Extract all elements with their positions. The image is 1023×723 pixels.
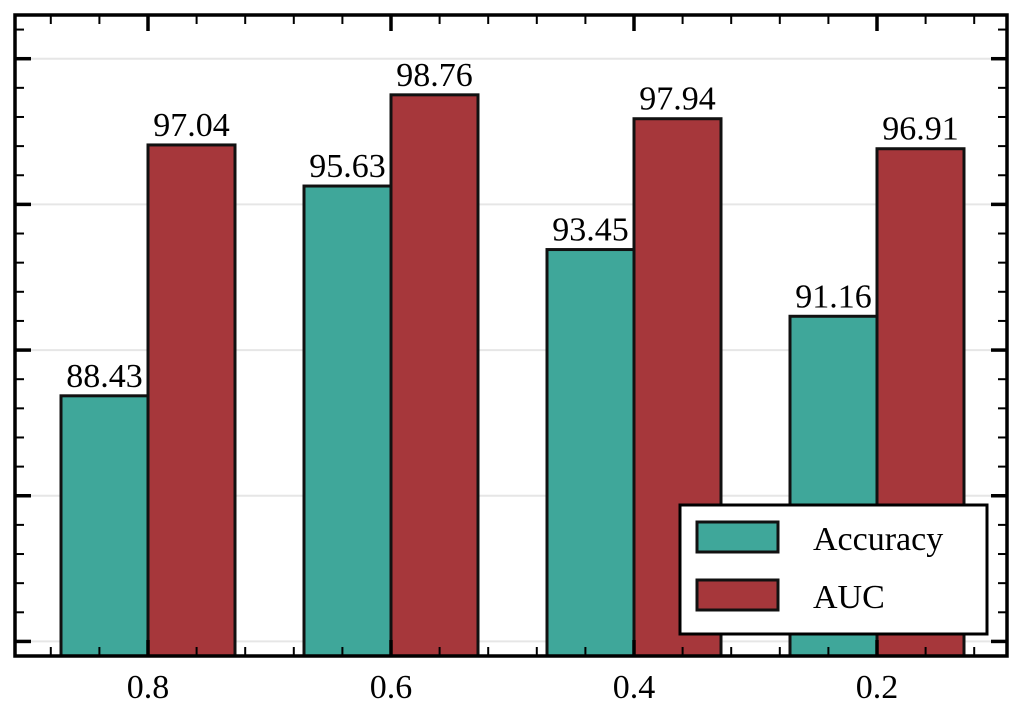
- x-tick-label: 0.2: [856, 669, 899, 706]
- data-label-auc-0.6: 98.76: [396, 57, 473, 94]
- data-label-auc-0.4: 97.94: [639, 81, 716, 118]
- data-label-accuracy-0.6: 95.63: [309, 148, 386, 185]
- data-label-auc-0.8: 97.04: [153, 107, 230, 144]
- x-tick-label: 0.8: [127, 669, 170, 706]
- data-label-accuracy-0.4: 93.45: [552, 212, 629, 249]
- bar-accuracy-0.8: [59, 394, 150, 658]
- legend: Accuracy AUC: [678, 503, 989, 636]
- legend-label-auc: AUC: [813, 579, 885, 616]
- data-label-auc-0.2: 96.91: [882, 111, 959, 148]
- bar-accuracy-0.4: [545, 248, 636, 658]
- bar-accuracy-0.6: [302, 184, 393, 658]
- axes-frame: [13, 13, 1009, 658]
- x-tick-label: 0.4: [613, 669, 656, 706]
- data-labels: 88.43 95.63 93.45 91.16 97.04 98.76 97.94 96.91: [66, 57, 959, 395]
- bars: [59, 93, 966, 658]
- bar-auc-0.8: [146, 143, 237, 658]
- data-label-accuracy-0.2: 91.16: [795, 278, 872, 315]
- legend-swatch-accuracy: [695, 520, 780, 554]
- x-tick-labels: 0.8 0.6 0.4 0.2: [127, 669, 899, 706]
- legend-label-accuracy: Accuracy: [813, 521, 943, 558]
- legend-swatch-auc: [695, 578, 780, 612]
- data-label-accuracy-0.8: 88.43: [66, 358, 143, 395]
- bar-auc-0.6: [389, 93, 480, 658]
- x-tick-label: 0.6: [370, 669, 413, 706]
